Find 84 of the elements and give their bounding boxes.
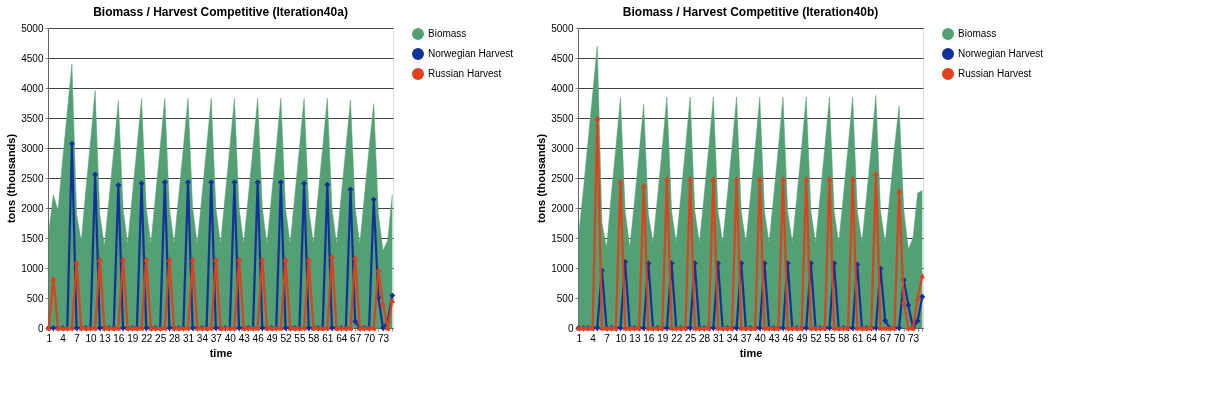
x-tick-label: 34: [726, 332, 739, 344]
x-tick-label: 37: [740, 332, 753, 344]
x-tick-label: 49: [266, 332, 279, 344]
x-tick-label: 37: [210, 332, 223, 344]
y-tick-label: 500: [556, 292, 574, 304]
y-tick-label: 0: [567, 322, 574, 334]
y-tick-label: 2000: [551, 202, 574, 214]
legend-label: Norwegian Harvest: [428, 48, 514, 59]
x-tick-label: 58: [838, 332, 850, 344]
x-tick-label: 67: [880, 332, 892, 344]
x-tick-label: 64: [336, 332, 348, 344]
x-axis-title: time: [209, 346, 233, 359]
legend-label: Biomass: [958, 28, 997, 39]
x-tick-label: 1: [576, 332, 583, 344]
x-tick-label: 70: [894, 332, 906, 344]
x-tick-label: 49: [796, 332, 809, 344]
y-axis-title: tons (thousands): [5, 133, 18, 224]
x-tick-label: 31: [712, 332, 725, 344]
y-tick-label: 4000: [21, 82, 44, 94]
x-tick-label: 28: [169, 332, 181, 344]
x-tick-label: 10: [85, 332, 97, 344]
x-tick-label: 16: [643, 332, 655, 344]
x-tick-label: 58: [308, 332, 320, 344]
legend-label: Norwegian Harvest: [958, 48, 1044, 59]
x-tick-label: 25: [155, 332, 167, 344]
y-axis-title: tons (thousands): [535, 133, 548, 224]
y-tick-label: 4500: [21, 52, 44, 64]
y-tick-label: 2000: [21, 202, 44, 214]
x-tick-label: 19: [127, 332, 139, 344]
chart-title: Biomass / Harvest Competitive (Iteration40a): [93, 5, 348, 19]
x-tick-label: 25: [685, 332, 697, 344]
x-tick-label: 46: [782, 332, 795, 344]
x-tick-label: 13: [629, 332, 641, 344]
x-tick-label: 22: [141, 332, 153, 344]
y-tick-label: 1500: [551, 232, 574, 244]
x-tick-label: 43: [768, 332, 781, 344]
x-tick-label: 61: [322, 332, 334, 344]
x-tick-label: 43: [238, 332, 251, 344]
x-tick-label: 46: [252, 332, 265, 344]
y-tick-label: 2500: [551, 172, 574, 184]
x-tick-label: 55: [824, 332, 836, 344]
x-tick-label: 70: [364, 332, 376, 344]
y-tick-label: 500: [26, 292, 44, 304]
x-tick-label: 13: [99, 332, 111, 344]
x-tick-label: 19: [657, 332, 669, 344]
y-tick-label: 2500: [21, 172, 44, 184]
x-tick-label: 10: [615, 332, 627, 344]
x-tick-label: 7: [74, 332, 81, 344]
x-tick-label: 73: [907, 332, 920, 344]
x-tick-label: 28: [699, 332, 711, 344]
x-tick-label: 7: [604, 332, 611, 344]
y-tick-label: 0: [37, 322, 44, 334]
y-tick-label: 3500: [21, 112, 44, 124]
x-tick-label: 40: [224, 332, 237, 344]
x-tick-label: 4: [590, 332, 597, 344]
x-tick-label: 64: [866, 332, 878, 344]
legend-label: Russian Harvest: [958, 68, 1032, 79]
x-tick-label: 4: [60, 332, 67, 344]
y-tick-label: 1000: [21, 262, 44, 274]
x-tick-label: 22: [671, 332, 683, 344]
x-tick-label: 1: [46, 332, 53, 344]
x-tick-label: 52: [280, 332, 293, 344]
legend-label: Russian Harvest: [428, 68, 502, 79]
y-tick-label: 5000: [551, 22, 574, 34]
y-tick-label: 5000: [21, 22, 44, 34]
y-tick-label: 3500: [551, 112, 574, 124]
x-tick-label: 16: [113, 332, 125, 344]
x-tick-label: 61: [852, 332, 864, 344]
x-tick-label: 34: [196, 332, 209, 344]
y-tick-label: 4500: [551, 52, 574, 64]
y-tick-label: 1500: [21, 232, 44, 244]
x-tick-label: 73: [377, 332, 390, 344]
x-tick-label: 52: [810, 332, 823, 344]
y-tick-label: 3000: [551, 142, 574, 154]
y-tick-label: 3000: [21, 142, 44, 154]
chart-title: Biomass / Harvest Competitive (Iteration40b): [622, 5, 879, 19]
x-tick-label: 55: [294, 332, 306, 344]
legend-label: Biomass: [428, 28, 467, 39]
y-tick-label: 4000: [551, 82, 574, 94]
x-tick-label: 31: [182, 332, 195, 344]
x-tick-label: 40: [754, 332, 767, 344]
y-tick-label: 1000: [551, 262, 574, 274]
x-tick-label: 67: [350, 332, 362, 344]
x-axis-title: time: [739, 346, 763, 359]
